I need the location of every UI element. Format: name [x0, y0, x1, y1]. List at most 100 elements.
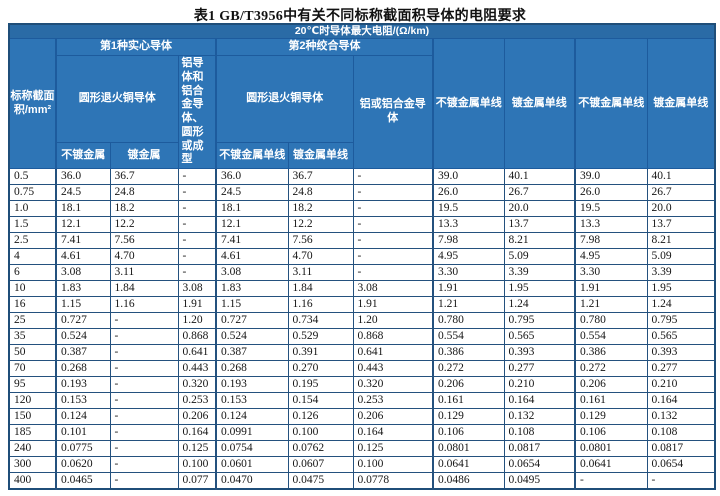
resistance-cell: 0.0991	[215, 424, 289, 441]
resistance-cell: 1.83	[55, 280, 111, 297]
resistance-cell: 0.565	[503, 328, 576, 345]
resistance-cell: 0.129	[574, 408, 648, 425]
resistance-cell: -	[177, 168, 217, 185]
resistance-cell: 39.0	[574, 168, 648, 185]
table-row: 16 1.15 1.16 1.91 1.15 1.16 1.91 1.21 1.24 1.21 1.…	[8, 296, 716, 313]
resistance-cell: 0.734	[287, 312, 354, 329]
stranded-unplated-header: 不镀金属单线	[215, 142, 289, 169]
nominal-area-cell: 0.75	[8, 184, 57, 201]
resistance-cell: 0.193	[55, 376, 111, 393]
resistance-cell: 0.124	[55, 408, 111, 425]
resistance-cell: 0.0470	[215, 472, 289, 489]
resistance-cell: 39.0	[432, 168, 505, 185]
resistance-cell: 0.129	[432, 408, 505, 425]
resistance-cell: 36.7	[109, 168, 179, 185]
resistance-cell: -	[109, 408, 179, 425]
table-row: 70 0.268-0.443 0.268 0.270 0.443 0.272 0.277 0.…	[8, 360, 716, 377]
resistance-cell: -	[109, 424, 179, 441]
resistance-cell: 0.268	[55, 360, 111, 377]
resistance-cell: 0.0475	[287, 472, 354, 489]
resistance-cell: 0.529	[287, 328, 354, 345]
resistance-cell: -	[109, 440, 179, 457]
resistance-cell: 36.0	[55, 168, 111, 185]
resistance-cell: 7.41	[55, 232, 111, 249]
resistance-cell: 0.272	[574, 360, 648, 377]
nominal-area-cell: 0.5	[8, 168, 57, 185]
resistance-cell: 0.164	[503, 392, 576, 409]
resistance-cell: 36.0	[215, 168, 289, 185]
resistance-cell: 7.98	[432, 232, 505, 249]
resistance-cell: 0.101	[55, 424, 111, 441]
resistance-cell: 3.08	[215, 264, 289, 281]
nominal-area-cell: 16	[8, 296, 57, 313]
resistance-cell: 40.1	[646, 168, 716, 185]
resistance-cell: -	[352, 184, 434, 201]
resistance-cell: 0.868	[352, 328, 434, 345]
resistance-cell: 8.21	[503, 232, 576, 249]
resistance-cell: 19.5	[574, 200, 648, 217]
resistance-cell: 0.0817	[646, 440, 716, 457]
resistance-cell: 1.91	[352, 296, 434, 313]
table-row: 240 0.0775-0.125 0.0754 0.0762 0.125 0.0801 0.…	[8, 440, 716, 457]
resistance-cell: 1.91	[432, 280, 505, 297]
resistance-cell: 0.387	[215, 344, 289, 361]
table-row: 1.0 18.1 18.2-18.1 18.2-19.5 20.0 19.5 20.0	[8, 200, 716, 217]
resistance-cell: 3.30	[574, 264, 648, 281]
resistance-cell: 0.554	[574, 328, 648, 345]
resistance-cell: 3.11	[109, 264, 179, 281]
resistance-cell: 3.39	[503, 264, 576, 281]
table-row: 50 0.387-0.641 0.387 0.391 0.641 0.386 0.393 0.…	[8, 344, 716, 361]
nominal-area-cell: 150	[8, 408, 57, 425]
resistance-cell: 0.386	[432, 344, 505, 361]
resistance-cell: 0.253	[352, 392, 434, 409]
resistance-cell: 0.125	[177, 440, 217, 457]
nominal-area-cell: 25	[8, 312, 57, 329]
table-row: 95 0.193-0.320 0.193 0.195 0.320 0.206 0.210 0.…	[8, 376, 716, 393]
unit-header: 20℃时导体最大电阻/(Ω/km)	[8, 23, 716, 39]
group-stranded-header: 第2种绞合导体	[215, 38, 434, 56]
table-row: 300 0.0620-0.100 0.0601 0.0607 0.100 0.0641 0.…	[8, 456, 716, 473]
resistance-cell: 0.132	[503, 408, 576, 425]
table-row: 0.5 36.0 36.7-36.0 36.7-39.0 40.1 39.0 40.1	[8, 168, 716, 185]
resistance-cell: -	[177, 200, 217, 217]
resistance-cell: 0.780	[574, 312, 648, 329]
resistance-cell: -	[352, 168, 434, 185]
resistance-cell: 13.7	[503, 216, 576, 233]
header-row-sub: 圆形退火铜导体 铝导体和铝合金导体、圆形或成型 圆形退火铜导体 铝或铝合金导体	[9, 54, 715, 169]
resistance-cell: 5.09	[646, 248, 716, 265]
resistance-cell: 0.132	[646, 408, 716, 425]
resistance-cell: -	[109, 392, 179, 409]
resistance-cell: 0.206	[432, 376, 505, 393]
resistance-cell: 0.727	[55, 312, 111, 329]
resistance-cell: 7.56	[109, 232, 179, 249]
resistance-cell: 1.15	[55, 296, 111, 313]
resistance-cell: -	[109, 456, 179, 473]
stranded-aluminum-header: 铝或铝合金导体	[352, 55, 434, 169]
resistance-cell: 1.91	[574, 280, 648, 297]
resistance-cell: 0.0486	[432, 472, 505, 489]
resistance-cell: 3.11	[287, 264, 354, 281]
resistance-cell: 0.126	[287, 408, 354, 425]
resistance-cell: 0.0762	[287, 440, 354, 457]
resistance-cell: 36.7	[287, 168, 354, 185]
resistance-cell: 0.0801	[432, 440, 505, 457]
resistance-cell: 0.565	[646, 328, 716, 345]
resistance-cell: 1.24	[503, 296, 576, 313]
resistance-cell: -	[177, 184, 217, 201]
resistance-cell: 0.795	[503, 312, 576, 329]
resistance-cell: 0.443	[352, 360, 434, 377]
solid-unplated-header: 不镀金属	[55, 142, 111, 169]
resistance-cell: 1.16	[109, 296, 179, 313]
resistance-cell: 0.0607	[287, 456, 354, 473]
resistance-cell: 24.5	[215, 184, 289, 201]
nominal-area-cell: 185	[8, 424, 57, 441]
resistance-cell: 18.1	[215, 200, 289, 217]
resistance-cell: 0.206	[177, 408, 217, 425]
resistance-cell: 0.393	[646, 344, 716, 361]
resistance-cell: 1.83	[215, 280, 289, 297]
resistance-cell: 0.0801	[574, 440, 648, 457]
resistance-cell: 40.1	[503, 168, 576, 185]
resistance-cell: 13.7	[646, 216, 716, 233]
resistance-cell: 0.272	[432, 360, 505, 377]
resistance-cell: 0.164	[352, 424, 434, 441]
